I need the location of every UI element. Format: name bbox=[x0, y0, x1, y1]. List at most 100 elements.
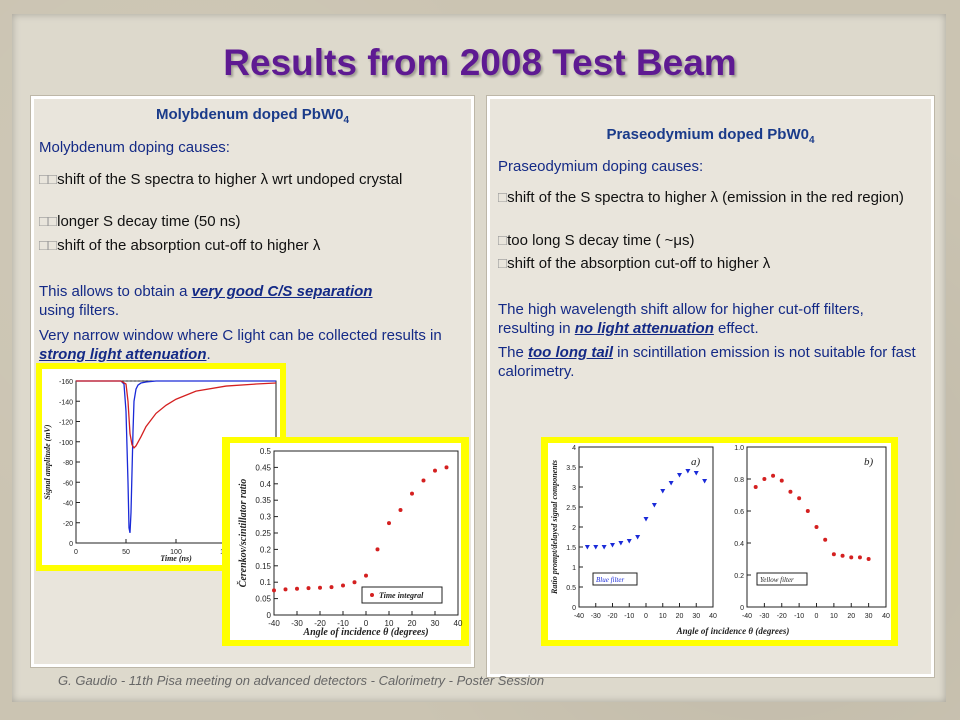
y-tick-label: 1.5 bbox=[566, 545, 576, 552]
molybdenum-bullet-1: □□shift of the S spectra to higher λ wrt… bbox=[39, 170, 459, 189]
data-point bbox=[857, 555, 862, 560]
x-tick-label: 30 bbox=[865, 613, 873, 620]
data-point bbox=[866, 557, 871, 561]
y-tick-label: 0.6 bbox=[734, 509, 744, 516]
x-tick-label: 0 bbox=[364, 619, 369, 628]
y-tick-label: 3 bbox=[572, 485, 576, 492]
x-tick-label: -20 bbox=[314, 619, 326, 628]
data-point bbox=[702, 479, 708, 484]
y-tick-label: 0.5 bbox=[566, 585, 576, 592]
y-tick-label: 0.4 bbox=[734, 541, 744, 548]
data-point bbox=[618, 541, 624, 546]
y-tick-label: 0.3 bbox=[260, 513, 272, 522]
y-tick-label: 0.2 bbox=[734, 573, 744, 580]
praseodymium-bullet-3-text: shift of the absorption cut-off to highe… bbox=[507, 255, 771, 272]
footer-credit: G. Gaudio - 11th Pisa meeting on advance… bbox=[58, 673, 545, 688]
molybdenum-heading-text: Molybdenum doped PbW0 bbox=[155, 106, 344, 123]
x-tick-label: -10 bbox=[624, 613, 634, 620]
data-point bbox=[593, 545, 599, 550]
x-tick-label: 40 bbox=[882, 613, 890, 620]
x-tick-label: 20 bbox=[676, 613, 684, 620]
legend-box bbox=[361, 586, 443, 604]
molybdenum-bullet-3-text: shift of the absorption cut-off to highe… bbox=[57, 237, 321, 254]
data-point bbox=[421, 478, 426, 483]
y-tick-label: -140 bbox=[59, 399, 73, 406]
molybdenum-bullet-1-text: shift of the S spectra to higher λ wrt u… bbox=[57, 171, 403, 188]
cerenkov-ratio-chart: -40 -30 -20 -10 0 10 20 30 40 0 0.05 0.1 0.15 0.2 0.25… bbox=[230, 443, 463, 640]
series-line-uv bbox=[76, 380, 276, 534]
x-tick-label: 10 bbox=[659, 613, 667, 620]
data-point bbox=[352, 580, 357, 585]
praseodymium-p1-highlight: no light attenuation bbox=[574, 320, 714, 337]
x-tick-label: 0 bbox=[815, 613, 819, 620]
y-tick-label: 1 bbox=[572, 565, 576, 572]
cerenkov-ratio-chart-frame: -40 -30 -20 -10 0 10 20 30 40 0 0.05 0.1 0.15 0.2 0.25… bbox=[222, 437, 469, 646]
y-tick-label: 0 bbox=[267, 611, 272, 620]
x-tick-label: -30 bbox=[759, 613, 769, 620]
data-point bbox=[668, 481, 674, 486]
y-tick-label: -160 bbox=[59, 379, 73, 386]
praseodymium-heading-text: Praseodymium doped PbW0 bbox=[606, 126, 809, 143]
y-tick-label: 0 bbox=[572, 605, 576, 612]
praseodymium-p1-a: The high wavelength shift allow for high… bbox=[498, 301, 864, 337]
praseodymium-paragraph-1: The high wavelength shift allow for high… bbox=[498, 300, 923, 338]
y-tick-label: 0.8 bbox=[734, 477, 744, 484]
bullet-icon: □ bbox=[498, 255, 508, 272]
x-tick-label: 0 bbox=[74, 549, 78, 556]
y-tick-label: 0.25 bbox=[255, 529, 271, 538]
data-point bbox=[685, 469, 691, 474]
legend-label: Blue filter bbox=[596, 576, 624, 584]
y-tick-label: 0 bbox=[740, 605, 744, 612]
data-point bbox=[283, 587, 288, 592]
data-point bbox=[306, 586, 311, 591]
legend-marker bbox=[370, 593, 374, 597]
y-tick-label: 0.35 bbox=[255, 496, 271, 505]
data-point bbox=[651, 503, 657, 508]
data-point bbox=[840, 553, 845, 558]
data-point bbox=[329, 585, 334, 590]
x-tick-label: -20 bbox=[777, 613, 787, 620]
x-tick-label: 10 bbox=[830, 613, 838, 620]
praseodymium-bullet-1: □shift of the S spectra to higher λ (emi… bbox=[498, 188, 923, 207]
x-tick-label: 0 bbox=[644, 613, 648, 620]
data-point bbox=[771, 473, 776, 478]
data-point bbox=[626, 539, 632, 544]
y-tick-label: 0.4 bbox=[260, 480, 272, 489]
data-point bbox=[753, 485, 758, 489]
y-tick-label: 0 bbox=[69, 541, 73, 548]
panel-label: b) bbox=[864, 456, 874, 468]
y-tick-label: 2 bbox=[572, 525, 576, 532]
y-axis-label: Ratio prompt/delayed signal components bbox=[550, 460, 559, 595]
series-line-yello bbox=[76, 380, 277, 449]
x-axis-label: Time (ns) bbox=[160, 554, 192, 563]
y-tick-label: -100 bbox=[59, 440, 73, 447]
molybdenum-bullet-2: □□longer S decay time (50 ns) bbox=[39, 212, 459, 231]
data-point bbox=[643, 517, 649, 522]
praseodymium-bullet-3: □shift of the absorption cut-off to high… bbox=[498, 254, 923, 273]
praseodymium-heading: Praseodymium doped PbW04 bbox=[490, 126, 931, 146]
slide-title: Results from 2008 Test Beam bbox=[223, 42, 737, 83]
data-point bbox=[364, 573, 368, 578]
y-axis-label: Signal amplitude (mV) bbox=[43, 424, 52, 499]
data-point bbox=[635, 535, 641, 540]
prompt-delayed-chart-frame: -40 -30 -20 -10 0 10 20 30 40 0 0.5 1 1.5 2 2.5 3 3.5 4 Ra… bbox=[541, 437, 898, 646]
y-tick-label: 0.05 bbox=[255, 595, 271, 604]
molybdenum-bullet-2-text: longer S decay time (50 ns) bbox=[57, 213, 241, 230]
data-point bbox=[788, 489, 793, 494]
legend-box bbox=[756, 572, 808, 586]
data-point bbox=[584, 545, 590, 550]
x-tick-label: 100 bbox=[170, 549, 182, 556]
molybdenum-heading: Molybdenum doped PbW04 bbox=[34, 106, 471, 126]
data-point bbox=[762, 477, 767, 481]
y-tick-label: 1.0 bbox=[734, 445, 744, 452]
molybdenum-p1-highlight: very good C/S separation bbox=[191, 283, 373, 300]
data-point bbox=[814, 525, 819, 529]
molybdenum-p2-b: . bbox=[206, 346, 211, 363]
x-axis-label: Angle of incidence θ (degrees) bbox=[676, 626, 790, 636]
y-tick-label: 0.15 bbox=[255, 562, 271, 571]
data-point bbox=[387, 521, 391, 526]
y-tick-label: -60 bbox=[63, 480, 73, 487]
bullet-icon: □□ bbox=[39, 171, 58, 188]
praseodymium-p2-b: in scintillation emission is not suitabl… bbox=[498, 344, 916, 380]
y-tick-label: 2.5 bbox=[566, 505, 576, 512]
